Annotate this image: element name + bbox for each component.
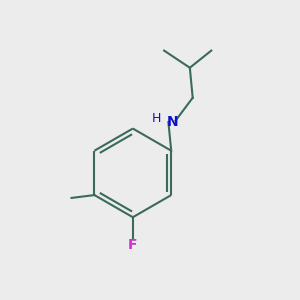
Text: H: H xyxy=(152,112,162,125)
Text: N: N xyxy=(167,115,178,129)
Text: F: F xyxy=(128,238,138,252)
